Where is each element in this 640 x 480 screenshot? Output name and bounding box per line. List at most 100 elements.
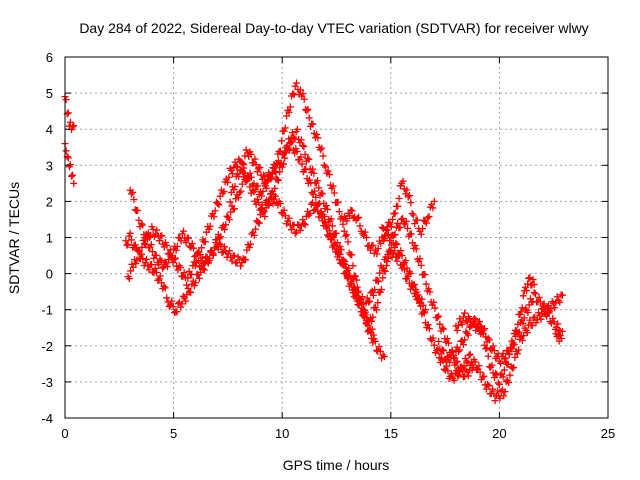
- data-point: [339, 260, 347, 268]
- data-point: [205, 225, 213, 233]
- data-point: [430, 341, 438, 349]
- data-point: [411, 220, 419, 228]
- data-point: [344, 238, 352, 246]
- data-point: [520, 332, 528, 340]
- data-point: [389, 216, 397, 224]
- data-point: [271, 167, 279, 175]
- data-point: [419, 225, 427, 233]
- data-point: [556, 298, 564, 306]
- data-point: [379, 274, 387, 282]
- data-point: [293, 148, 301, 156]
- data-point: [379, 351, 387, 359]
- series-sat-j: [452, 274, 538, 388]
- data-point: [392, 239, 400, 247]
- x-tick-label: 0: [61, 426, 68, 441]
- data-point: [356, 222, 364, 230]
- data-point: [282, 149, 290, 157]
- data-point: [304, 105, 312, 113]
- data-point: [379, 224, 387, 232]
- data-point: [412, 245, 420, 253]
- x-tick-label: 15: [384, 426, 398, 441]
- data-point: [277, 159, 285, 167]
- data-point: [549, 314, 557, 322]
- data-point: [169, 303, 177, 311]
- data-point: [339, 220, 347, 228]
- data-point: [484, 380, 492, 388]
- data-point: [301, 151, 309, 159]
- data-point: [430, 298, 438, 306]
- data-point: [70, 122, 78, 130]
- data-point: [160, 282, 168, 290]
- data-point: [399, 215, 407, 223]
- data-point: [358, 304, 366, 312]
- data-point: [424, 214, 432, 222]
- data-point: [490, 347, 498, 355]
- data-point: [456, 315, 464, 323]
- data-point: [280, 127, 288, 135]
- data-point: [315, 184, 323, 192]
- x-tick-label: 20: [492, 426, 506, 441]
- data-point: [458, 320, 466, 328]
- data-point: [236, 166, 244, 174]
- data-point: [440, 325, 448, 333]
- data-point: [517, 308, 525, 316]
- data-point: [236, 189, 244, 197]
- series-sat-a: [61, 93, 78, 134]
- data-point: [200, 266, 208, 274]
- data-point: [267, 175, 275, 183]
- data-point: [278, 137, 286, 145]
- data-point: [299, 142, 307, 150]
- data-point: [182, 239, 190, 247]
- data-point: [343, 267, 351, 275]
- data-point: [217, 233, 225, 241]
- data-point: [327, 215, 335, 223]
- data-point: [296, 226, 304, 234]
- data-point: [281, 124, 289, 132]
- data-point: [500, 392, 508, 400]
- data-point: [558, 327, 566, 335]
- data-point: [256, 163, 264, 171]
- data-point: [383, 226, 391, 234]
- data-point: [472, 366, 480, 374]
- data-point: [258, 192, 266, 200]
- data-point: [408, 210, 416, 218]
- data-point: [356, 298, 364, 306]
- data-point: [172, 246, 180, 254]
- data-point: [553, 293, 561, 301]
- data-point: [479, 373, 487, 381]
- data-point: [491, 397, 499, 405]
- data-point: [129, 263, 137, 271]
- data-point: [353, 214, 361, 222]
- data-point: [254, 182, 262, 190]
- data-point: [230, 186, 238, 194]
- data-point: [218, 248, 226, 256]
- data-point: [320, 161, 328, 169]
- data-point: [266, 190, 274, 198]
- data-point: [206, 222, 214, 230]
- data-point: [184, 234, 192, 242]
- data-point: [310, 169, 318, 177]
- data-point: [550, 318, 558, 326]
- data-point: [459, 367, 467, 375]
- chart-title: Day 284 of 2022, Sidereal Day-to-day VTE…: [79, 20, 588, 36]
- data-point: [206, 254, 214, 262]
- data-point: [333, 245, 341, 253]
- data-point: [455, 371, 463, 379]
- data-point: [158, 264, 166, 272]
- data-point: [237, 262, 245, 270]
- data-point: [126, 229, 134, 237]
- data-point: [536, 298, 544, 306]
- data-point: [390, 210, 398, 218]
- data-point: [220, 187, 228, 195]
- data-point: [395, 194, 403, 202]
- data-point: [332, 229, 340, 237]
- data-point: [443, 335, 451, 343]
- data-point: [225, 247, 233, 255]
- data-point: [288, 226, 296, 234]
- data-point: [143, 256, 151, 264]
- data-point: [419, 308, 427, 316]
- data-point: [184, 274, 192, 282]
- data-point: [445, 339, 453, 347]
- data-point: [247, 240, 255, 248]
- data-point: [283, 112, 291, 120]
